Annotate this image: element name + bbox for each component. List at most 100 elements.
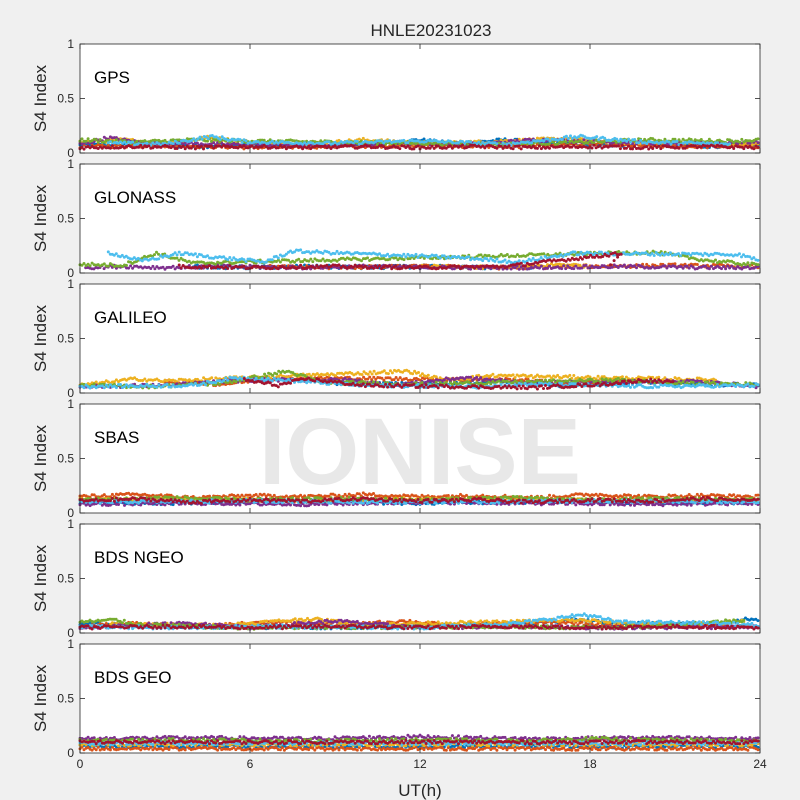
- data-point: [598, 144, 602, 148]
- data-point: [147, 144, 151, 148]
- data-point: [193, 147, 197, 151]
- data-point: [206, 137, 210, 141]
- data-point: [114, 136, 118, 140]
- data-point: [491, 372, 495, 376]
- data-point: [523, 264, 527, 268]
- data-point: [576, 258, 580, 262]
- data-point: [629, 140, 633, 144]
- data-point: [659, 147, 663, 151]
- data-point: [620, 144, 624, 147]
- data-point: [740, 137, 744, 141]
- data-point: [382, 378, 386, 382]
- data-point: [84, 139, 88, 143]
- data-point: [110, 144, 114, 148]
- data-point: [635, 266, 638, 270]
- data-point: [573, 250, 577, 254]
- data-point: [202, 147, 205, 151]
- data-point: [679, 143, 683, 147]
- data-point: [80, 137, 84, 141]
- data-point: [590, 146, 594, 150]
- data-point: [402, 252, 406, 256]
- data-point: [175, 253, 179, 257]
- data-point: [467, 255, 471, 259]
- data-point: [139, 143, 143, 147]
- data-point: [675, 139, 679, 143]
- data-point: [175, 256, 179, 260]
- data-point: [282, 145, 286, 148]
- data-point: [481, 259, 485, 263]
- data-point: [200, 137, 204, 141]
- data-point: [732, 147, 736, 150]
- data-point: [333, 144, 337, 148]
- data-point: [242, 258, 246, 262]
- data-point: [181, 144, 185, 148]
- data-point: [505, 253, 509, 256]
- data-point: [440, 143, 444, 147]
- data-point: [756, 137, 760, 141]
- data-point: [438, 256, 442, 260]
- data-point: [560, 267, 564, 271]
- data-point: [108, 146, 112, 150]
- data-point: [714, 258, 717, 262]
- data-point: [612, 259, 616, 263]
- data-point: [244, 139, 248, 143]
- data-point: [756, 258, 760, 262]
- data-point: [311, 260, 315, 264]
- data-point: [228, 256, 232, 259]
- data-point: [129, 264, 133, 268]
- data-point: [566, 137, 570, 140]
- data-point: [657, 144, 661, 148]
- data-point: [756, 141, 760, 145]
- data-point: [679, 254, 682, 258]
- data-point: [432, 146, 436, 150]
- data-point: [394, 376, 398, 379]
- data-point: [360, 373, 364, 376]
- data-point: [402, 258, 406, 262]
- data-point: [193, 252, 197, 256]
- data-point: [442, 254, 446, 258]
- data-point: [412, 147, 416, 151]
- data-point: [370, 372, 374, 376]
- data-point: [513, 376, 517, 379]
- data-point: [171, 142, 175, 146]
- data-point: [177, 263, 181, 267]
- data-point: [313, 266, 317, 270]
- data-point: [548, 146, 551, 150]
- data-point: [414, 252, 418, 256]
- data-point: [509, 267, 513, 271]
- data-point: [619, 252, 623, 256]
- data-point: [539, 264, 543, 268]
- data-point: [477, 140, 481, 144]
- data-point: [135, 139, 139, 143]
- data-point: [511, 147, 515, 151]
- data-point: [299, 248, 303, 252]
- data-point: [244, 260, 248, 264]
- data-point: [400, 266, 404, 270]
- data-point: [756, 145, 760, 149]
- data-point: [580, 257, 584, 261]
- data-point: [114, 138, 118, 142]
- data-point: [618, 147, 622, 151]
- data-point: [206, 254, 209, 258]
- data-point: [577, 253, 581, 257]
- data-point: [366, 256, 369, 260]
- data-point: [125, 263, 128, 267]
- data-point: [695, 263, 699, 266]
- data-point: [434, 375, 438, 379]
- data-point: [560, 138, 564, 141]
- data-point: [569, 134, 572, 138]
- data-point: [378, 264, 381, 268]
- data-point: [422, 137, 426, 141]
- data-point: [457, 264, 460, 268]
- data-point: [668, 251, 672, 255]
- data-point: [469, 267, 473, 271]
- data-point: [157, 257, 161, 261]
- data-point: [276, 146, 280, 150]
- data-point: [430, 144, 434, 148]
- data-point: [627, 137, 631, 141]
- data-point: [724, 267, 728, 271]
- data-point: [394, 264, 398, 268]
- data-point: [616, 144, 620, 148]
- data-point: [175, 147, 179, 150]
